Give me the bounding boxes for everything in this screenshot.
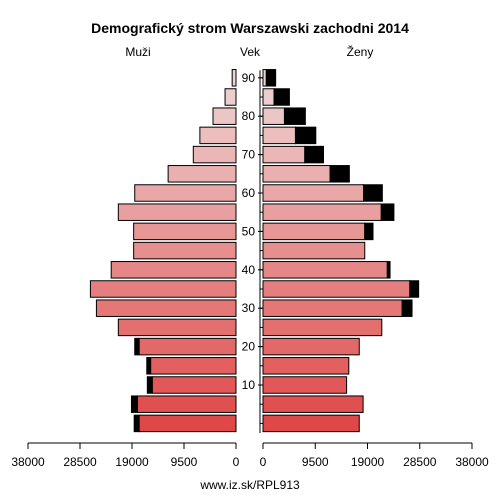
female-x-tick-label-9500: 9500 xyxy=(302,455,329,469)
female-excess-bar-75-79 xyxy=(294,126,317,145)
male-bar-15-19 xyxy=(150,357,237,375)
age-tick-label-50: 50 xyxy=(242,224,256,238)
female-excess-bar-50-54 xyxy=(364,222,374,241)
female-x-tick-label-38000: 38000 xyxy=(455,455,489,469)
male-bar-50-54 xyxy=(133,222,237,241)
male-bar-5-9 xyxy=(136,395,237,413)
female-bar-85-89 xyxy=(262,88,275,106)
chart-title: Demografický strom Warszawski zachodni 2… xyxy=(91,20,409,36)
age-axis-label: Vek xyxy=(240,45,261,59)
axes-group: 10 20 30 40 50 60 70 80 90 38000 28500 19000 9500 0 0 9… xyxy=(11,70,489,469)
female-bar-75-79 xyxy=(262,126,296,145)
age-tick-label-30: 30 xyxy=(242,301,256,315)
male-bar-0-4 xyxy=(138,414,237,433)
age-tick-label-20: 20 xyxy=(242,340,256,354)
age-tick-label-70: 70 xyxy=(242,148,256,162)
male-excess-bar-5-9 xyxy=(130,395,138,413)
male-bar-60-64 xyxy=(134,184,237,202)
female-bar-20-24 xyxy=(262,337,360,356)
male-bar-90+ xyxy=(231,69,237,87)
male-bar-80-84 xyxy=(212,107,237,125)
male-excess-bar-10-14 xyxy=(146,376,153,394)
male-excess-bar-15-19 xyxy=(146,357,152,375)
female-excess-bar-60-64 xyxy=(363,184,383,202)
male-x-tick-label-38000: 38000 xyxy=(11,455,45,469)
female-bar-30-34 xyxy=(262,299,403,317)
age-tick-label-40: 40 xyxy=(242,263,256,277)
male-bar-45-49 xyxy=(133,241,237,260)
male-x-tick-label-0: 0 xyxy=(233,455,240,469)
male-bar-10-14 xyxy=(151,376,237,394)
female-bar-65-69 xyxy=(262,165,331,183)
female-x-tick-label-19000: 19000 xyxy=(351,455,385,469)
bars-group xyxy=(89,69,420,433)
male-bar-75-79 xyxy=(199,126,237,145)
female-excess-bar-70-74 xyxy=(304,145,324,164)
female-excess-bar-55-59 xyxy=(380,203,395,221)
age-tick-label-60: 60 xyxy=(242,186,256,200)
female-bar-45-49 xyxy=(262,241,366,260)
male-bar-70-74 xyxy=(192,145,237,164)
female-bar-40-44 xyxy=(262,261,388,279)
male-bar-65-69 xyxy=(167,165,237,183)
female-bar-70-74 xyxy=(262,145,306,164)
female-excess-bar-40-44 xyxy=(386,261,391,279)
male-bar-85-89 xyxy=(224,88,237,106)
footer-source: www.iz.sk/RPL913 xyxy=(199,478,300,492)
age-tick-label-90: 90 xyxy=(242,71,256,85)
female-excess-bar-35-39 xyxy=(409,280,420,298)
female-excess-bar-65-69 xyxy=(329,165,350,183)
male-excess-bar-0-4 xyxy=(133,414,140,433)
female-bar-35-39 xyxy=(262,280,411,298)
male-bar-25-29 xyxy=(117,318,237,337)
female-bar-5-9 xyxy=(262,395,364,413)
female-bar-0-4 xyxy=(262,414,360,433)
female-x-tick-label-28500: 28500 xyxy=(403,455,437,469)
female-x-tick-label-0: 0 xyxy=(260,455,267,469)
male-bar-35-39 xyxy=(89,280,237,298)
female-bar-50-54 xyxy=(262,222,366,241)
male-excess-bar-20-24 xyxy=(134,337,140,356)
male-bar-40-44 xyxy=(110,261,237,279)
female-bar-55-59 xyxy=(262,203,382,221)
age-tick-label-10: 10 xyxy=(242,378,256,392)
female-excess-bar-90+ xyxy=(265,69,277,87)
female-excess-bar-30-34 xyxy=(401,299,413,317)
males-label: Muži xyxy=(125,45,150,59)
female-excess-bar-85-89 xyxy=(273,88,290,106)
female-bar-60-64 xyxy=(262,184,365,202)
female-bar-80-84 xyxy=(262,107,285,125)
male-bar-55-59 xyxy=(117,203,237,221)
female-bar-15-19 xyxy=(262,357,350,375)
male-x-tick-label-9500: 9500 xyxy=(171,455,198,469)
female-bar-25-29 xyxy=(262,318,383,337)
female-bar-10-14 xyxy=(262,376,348,394)
age-tick-label-80: 80 xyxy=(242,109,256,123)
female-excess-bar-80-84 xyxy=(283,107,306,125)
male-x-tick-label-28500: 28500 xyxy=(63,455,97,469)
male-bar-20-24 xyxy=(138,337,237,356)
male-x-tick-label-19000: 19000 xyxy=(115,455,149,469)
male-bar-30-34 xyxy=(95,299,237,317)
females-label: Ženy xyxy=(347,44,374,59)
